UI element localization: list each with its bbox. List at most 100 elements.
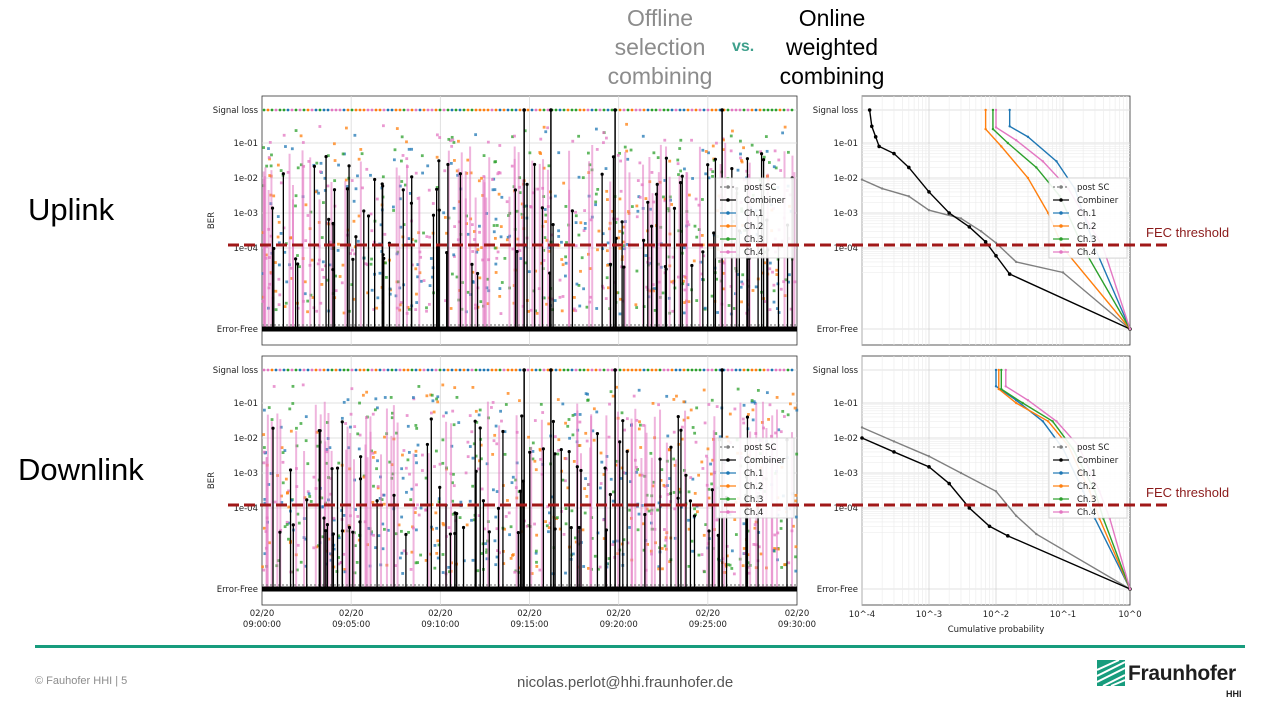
downlink-time-channel-point — [686, 416, 690, 420]
downlink-time-signal-loss-mark — [418, 368, 422, 372]
downlink-time-channel-point — [626, 541, 630, 545]
uplink-time-channel-point — [577, 233, 581, 237]
downlink-time-channel-point — [728, 412, 732, 416]
downlink-time-channel-point — [718, 435, 722, 439]
uplink-cdf-series-point — [1061, 271, 1065, 274]
downlink-time-channel-point — [308, 495, 312, 498]
downlink-time-channel-point — [475, 420, 479, 424]
downlink-time-signal-loss-mark — [750, 368, 754, 372]
downlink-cdf-series-post-sc — [861, 426, 1131, 590]
uplink-time-channel-point — [558, 278, 562, 282]
uplink-time-channel-point — [486, 302, 490, 306]
downlink-time-combiner-point — [404, 532, 408, 537]
uplink-time-signal-loss-mark — [562, 108, 566, 112]
uplink-time-channel-point — [779, 169, 783, 172]
uplink-time-channel-point — [594, 203, 597, 207]
downlink-time-channel-point — [337, 461, 341, 465]
uplink-time-channel-point — [420, 154, 424, 158]
downlink-time-channel-point — [383, 527, 386, 531]
downlink-time-channel-point — [609, 477, 613, 481]
downlink-time-channel-point — [757, 545, 761, 549]
uplink-time-channel-point — [715, 141, 718, 145]
downlink-time-channel-point — [715, 518, 719, 522]
downlink-time-signal-loss-mark — [586, 368, 590, 372]
downlink-time-signal-loss-mark — [590, 368, 594, 372]
downlink-time-channel-point — [694, 513, 697, 517]
uplink-time-channel-point — [447, 137, 451, 141]
header-offline: Offline selection combining — [590, 4, 730, 91]
uplink-time-combiner-point — [470, 262, 474, 267]
downlink-time-channel-point — [491, 401, 495, 404]
uplink-cdf-series-point — [994, 126, 998, 129]
downlink-time-channel-point — [707, 403, 711, 406]
uplink-time-channel-point — [617, 236, 621, 240]
uplink-time-channel-point — [582, 229, 586, 233]
downlink-time-channel-point — [421, 453, 424, 457]
downlink-time-channel-point — [518, 566, 522, 570]
downlink-time-signal-loss-mark — [446, 368, 450, 372]
downlink-time-channel-point — [571, 414, 575, 417]
uplink-time-channel-point — [385, 275, 388, 279]
downlink-time-channel-point — [706, 447, 710, 451]
uplink-time-channel-point — [695, 235, 699, 239]
downlink-time-channel-point — [694, 440, 698, 444]
uplink-time-channel-point — [679, 169, 683, 173]
downlink-time-signal-loss-mark — [638, 368, 642, 372]
uplink-time-signal-loss-mark — [350, 108, 354, 112]
downlink-time-combiner-point — [567, 449, 571, 454]
downlink-time-signal-loss-mark — [602, 368, 606, 372]
header-offline-line1: Offline — [626, 5, 694, 31]
downlink-cdf-series-point — [1041, 420, 1045, 423]
uplink-time-channel-point — [361, 186, 364, 190]
uplink-time-channel-point — [455, 169, 459, 173]
uplink-time-channel-point — [661, 291, 665, 295]
uplink-time-signal-loss-mark — [262, 108, 266, 112]
uplink-time-channel-point — [354, 187, 358, 191]
downlink-time-signal-loss-mark — [270, 368, 274, 372]
downlink-cdf-legend-marker — [1059, 445, 1063, 449]
downlink-time-signal-loss-mark — [670, 368, 674, 372]
downlink-time-channel-point — [779, 430, 783, 434]
downlink-time-channel-point — [753, 523, 757, 526]
downlink-time-combiner-point — [613, 368, 617, 372]
uplink-time-signal-loss-mark — [394, 108, 398, 112]
fec-threshold-label-downlink: FEC threshold — [1146, 485, 1230, 500]
downlink-time-channel-point — [700, 460, 704, 464]
uplink-cdf-series-point — [959, 217, 963, 220]
downlink-time-combiner-point — [692, 514, 697, 518]
downlink-time-channel-point — [582, 565, 586, 568]
footer-email[interactable]: nicolas.perlot@hhi.fraunhofer.de — [517, 674, 734, 691]
downlink-time-combiner-point — [676, 496, 680, 500]
uplink-time-channel-point — [352, 297, 356, 301]
uplink-cdf-series-point — [1006, 141, 1009, 145]
uplink-time-channel-point — [745, 169, 749, 173]
footer-copyright: © Fauhofer HHI | 5 — [35, 675, 128, 687]
downlink-time-channel-point — [779, 527, 783, 530]
uplink-time-channel-point — [571, 139, 575, 143]
downlink-time-y-tick-label: 1e-03 — [233, 469, 258, 479]
uplink-time-combiner-point — [613, 108, 617, 112]
downlink-time-channel-point — [484, 542, 488, 546]
uplink-time-combiner-point — [312, 164, 317, 169]
uplink-time-combiner-point — [270, 206, 275, 210]
downlink-time-channel-point — [690, 539, 694, 543]
uplink-time-channel-point — [679, 229, 683, 233]
downlink-time-signal-loss-mark — [318, 368, 322, 372]
uplink-time-channel-point — [513, 134, 516, 138]
uplink-time-channel-point — [625, 149, 629, 153]
uplink-time-channel-point — [579, 269, 582, 273]
uplink-cdf-legend-label: Ch.3 — [1077, 235, 1096, 245]
uplink-time-channel-point — [311, 296, 315, 299]
downlink-time-combiner-baseline — [262, 586, 797, 592]
uplink-time-channel-point — [453, 159, 456, 162]
downlink-time-channel-point — [672, 398, 676, 401]
downlink-time-channel-point — [262, 408, 266, 412]
downlink-time-channel-point — [287, 489, 290, 493]
uplink-cdf-series-point — [927, 190, 931, 194]
downlink-time-channel-point — [664, 538, 668, 542]
uplink-time-channel-point — [644, 197, 648, 200]
uplink-time-channel-point — [270, 153, 273, 157]
uplink-time-channel-point — [268, 174, 272, 177]
uplink-time-channel-point — [589, 295, 592, 299]
uplink-time-channel-point — [741, 273, 745, 277]
